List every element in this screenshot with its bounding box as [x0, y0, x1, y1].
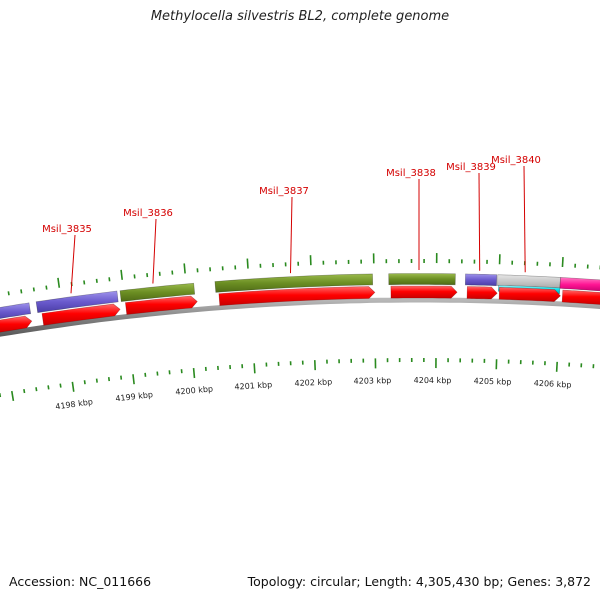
outer-tick [183, 263, 186, 274]
genome-summary-text: Topology: circular; Length: 4,305,430 bp… [247, 574, 591, 589]
gene-label-leader [523, 165, 526, 273]
cds-arrow [218, 286, 376, 306]
gene-label: Msil_3836 [123, 208, 173, 219]
scale-tick [555, 361, 558, 372]
outer-tick [120, 269, 123, 280]
outer-tick [57, 277, 61, 288]
gene-feature-bar [35, 290, 119, 313]
cds-arrow [498, 286, 561, 302]
gene-feature-bar [214, 273, 374, 293]
gene-feature-bar [388, 273, 456, 286]
cds-arrow [390, 285, 458, 299]
scale-label: 4206 kbp [534, 379, 572, 390]
scale-tick [83, 380, 86, 385]
outer-tick [20, 289, 23, 294]
scale-tick [35, 387, 38, 392]
cds-arrow [561, 289, 600, 305]
cds-arrow [466, 286, 498, 300]
gene-label-leader [478, 172, 481, 271]
scale-label: 4205 kbp [474, 377, 512, 387]
scale-label: 4198 kbp [55, 397, 94, 411]
scale-label: 4200 kbp [175, 384, 213, 396]
outer-tick [7, 291, 10, 296]
scale-tick [192, 367, 196, 379]
gene-label: Msil_3839 [446, 162, 496, 173]
gene-feature-bar [559, 277, 600, 292]
gene-label: Msil_3837 [259, 186, 309, 197]
cds-arrow [41, 303, 121, 326]
scale-tick [23, 388, 26, 394]
accession-text: Accession: NC_011666 [9, 574, 152, 589]
label-layer: 4198 kbp 4199 kbp 4200 kbp 4201 kbp 4202 kbp… [42, 155, 572, 411]
gene-label: Msil_3840 [491, 155, 541, 166]
scale-label: 4199 kbp [115, 390, 153, 403]
gene-feature-bar [464, 273, 498, 287]
scale-label: 4203 kbp [354, 376, 392, 386]
tick-layer [0, 253, 600, 402]
outer-tick [32, 287, 35, 292]
backbone-layer [0, 297, 600, 337]
scale-label: 4204 kbp [414, 376, 452, 385]
map-title: Methylocella silvestris BL2, complete ge… [150, 9, 450, 24]
gene-label: Msil_3835 [42, 224, 92, 235]
scale-tick [253, 363, 256, 374]
outer-tick [246, 258, 249, 269]
gene-label-leader [70, 234, 76, 294]
cds-arrow [125, 295, 198, 315]
gene-feature-bar [0, 302, 32, 319]
cds-arrow [0, 315, 33, 333]
outer-tick [45, 285, 48, 290]
scale-label: 4202 kbp [294, 377, 332, 388]
gene-layer [0, 273, 600, 333]
gene-label-leader [290, 196, 293, 274]
gene-label-leader [152, 218, 157, 284]
outer-tick [83, 280, 86, 285]
scale-tick [95, 378, 98, 383]
scale-tick [132, 374, 135, 385]
scale-label: 4201 kbp [234, 380, 272, 391]
genome-backbone [0, 297, 600, 337]
scale-tick [47, 385, 50, 390]
outer-tick [561, 256, 564, 268]
scale-tick [71, 381, 75, 392]
scale-tick [10, 390, 15, 402]
gene-label: Msil_3838 [386, 168, 436, 179]
scale-tick [59, 383, 62, 388]
gene-feature-bar [119, 282, 196, 302]
